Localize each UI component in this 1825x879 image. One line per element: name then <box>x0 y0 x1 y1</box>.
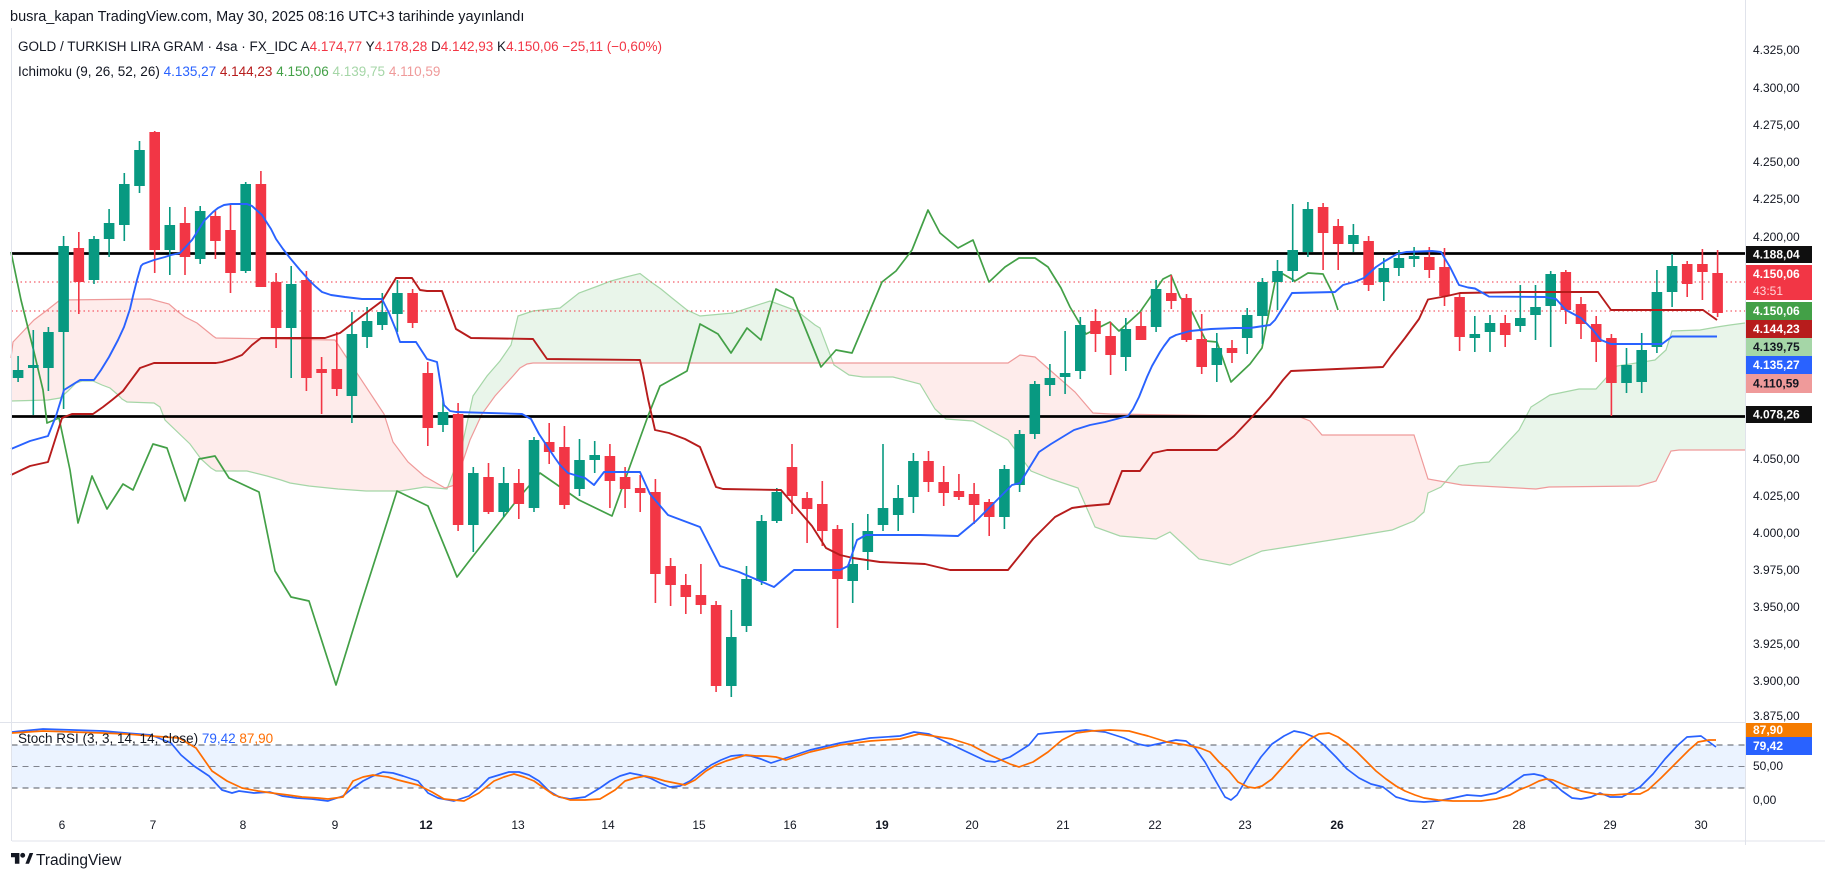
svg-text:16: 16 <box>783 818 797 832</box>
svg-text:21: 21 <box>1056 818 1070 832</box>
svg-text:0,00: 0,00 <box>1753 793 1777 807</box>
svg-text:4.050,00: 4.050,00 <box>1753 452 1800 466</box>
svg-text:14: 14 <box>601 818 615 832</box>
svg-text:6: 6 <box>59 818 66 832</box>
svg-text:4.144,23: 4.144,23 <box>1753 322 1800 336</box>
svg-text:4.200,00: 4.200,00 <box>1753 230 1800 244</box>
svg-text:Ichimoku (9, 26, 52, 26) 4.13: Ichimoku (9, 26, 52, 26) 4.135,27 4.144,… <box>18 64 440 79</box>
svg-text:Stoch RSI (3, 3, 14, 14, close: Stoch RSI (3, 3, 14, 14, close) 79,42 87… <box>18 731 273 746</box>
svg-text:79,42: 79,42 <box>1753 739 1783 753</box>
svg-text:4.300,00: 4.300,00 <box>1753 81 1800 95</box>
svg-text:3.875,00: 3.875,00 <box>1753 709 1800 723</box>
svg-text:50,00: 50,00 <box>1753 759 1783 773</box>
svg-text:4.150,06: 4.150,06 <box>1753 267 1800 281</box>
svg-text:28: 28 <box>1512 818 1526 832</box>
svg-text:4.139,75: 4.139,75 <box>1753 340 1800 354</box>
svg-text:4.225,00: 4.225,00 <box>1753 192 1800 206</box>
svg-text:4.150,06: 4.150,06 <box>1753 304 1800 318</box>
svg-text:3.925,00: 3.925,00 <box>1753 637 1800 651</box>
svg-text:20: 20 <box>965 818 979 832</box>
svg-text:8: 8 <box>240 818 247 832</box>
svg-text:26: 26 <box>1330 818 1344 832</box>
svg-text:12: 12 <box>419 818 433 832</box>
svg-text:4.078,26: 4.078,26 <box>1753 408 1800 422</box>
svg-text:4.250,00: 4.250,00 <box>1753 155 1800 169</box>
svg-text:TradingView: TradingView <box>36 852 122 869</box>
svg-text:3.950,00: 3.950,00 <box>1753 600 1800 614</box>
svg-text:29: 29 <box>1603 818 1617 832</box>
svg-text:87,90: 87,90 <box>1753 723 1783 737</box>
svg-text:4.025,00: 4.025,00 <box>1753 489 1800 503</box>
svg-text:4.275,00: 4.275,00 <box>1753 118 1800 132</box>
svg-text:4.000,00: 4.000,00 <box>1753 526 1800 540</box>
svg-text:9: 9 <box>332 818 339 832</box>
svg-text:GOLD / TURKISH LIRA GRAM · 4sa: GOLD / TURKISH LIRA GRAM · 4sa · FX_IDC … <box>18 39 662 54</box>
svg-text:15: 15 <box>692 818 706 832</box>
svg-text:22: 22 <box>1148 818 1162 832</box>
svg-text:13: 13 <box>511 818 525 832</box>
svg-text:30: 30 <box>1694 818 1708 832</box>
svg-text:7: 7 <box>150 818 157 832</box>
svg-text:3.900,00: 3.900,00 <box>1753 674 1800 688</box>
svg-text:4.188,04: 4.188,04 <box>1753 248 1800 262</box>
svg-text:3.975,00: 3.975,00 <box>1753 563 1800 577</box>
svg-text:4.325,00: 4.325,00 <box>1753 43 1800 57</box>
svg-text:busra_kapan TradingView.com, M: busra_kapan TradingView.com, May 30, 202… <box>10 9 524 25</box>
svg-text:4.110,59: 4.110,59 <box>1753 377 1799 391</box>
svg-text:27: 27 <box>1421 818 1435 832</box>
svg-text:19: 19 <box>875 818 889 832</box>
svg-text:43:51: 43:51 <box>1753 284 1783 298</box>
svg-text:4.135,27: 4.135,27 <box>1753 358 1800 372</box>
svg-text:23: 23 <box>1238 818 1252 832</box>
